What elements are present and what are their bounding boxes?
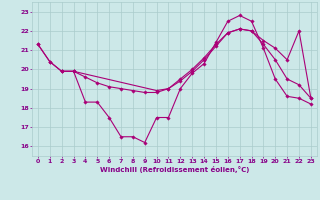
X-axis label: Windchill (Refroidissement éolien,°C): Windchill (Refroidissement éolien,°C) bbox=[100, 166, 249, 173]
